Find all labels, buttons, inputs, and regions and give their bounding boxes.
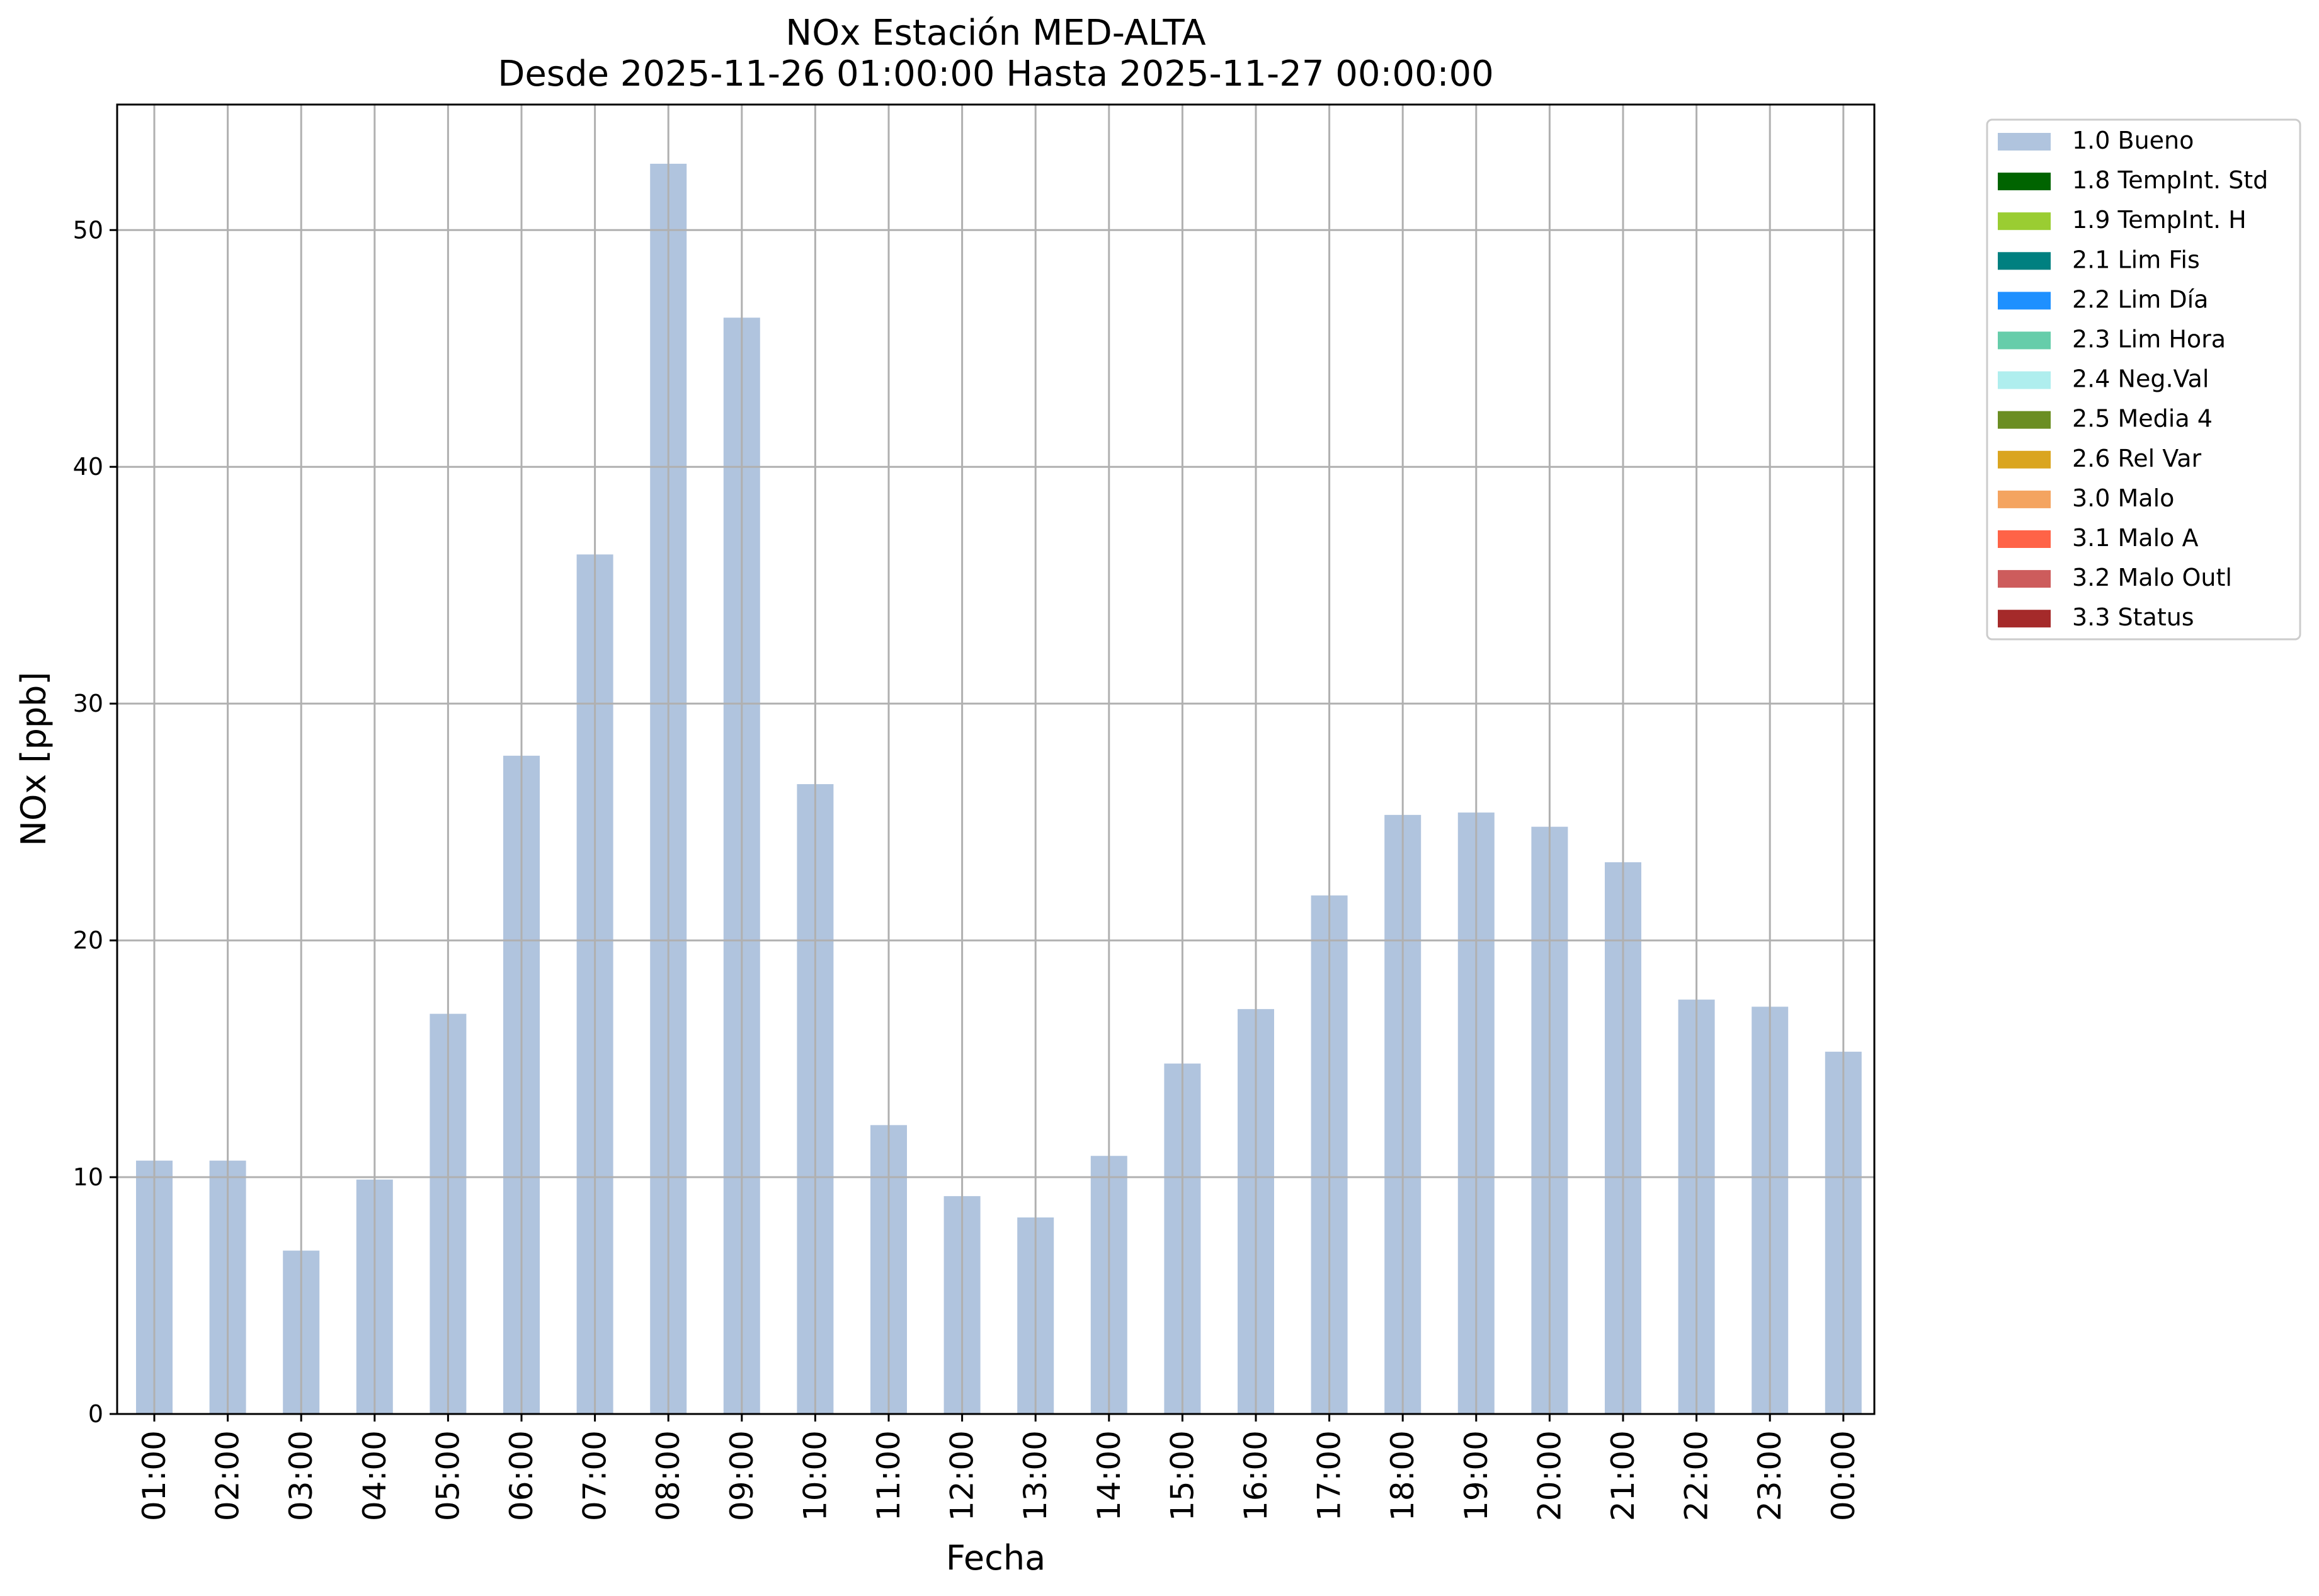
legend-label: 3.3 Status (2072, 603, 2194, 631)
chart-title-line-2: Desde 2025-11-26 01:00:00 Hasta 2025-11-… (498, 54, 1494, 94)
x-tick-label: 02:00 (210, 1430, 246, 1521)
legend-swatch (1998, 133, 2051, 151)
x-tick-label: 17:00 (1311, 1430, 1348, 1521)
legend-label: 1.0 Bueno (2072, 127, 2194, 154)
x-tick-label: 09:00 (724, 1430, 760, 1521)
x-tick-label: 07:00 (577, 1430, 613, 1521)
legend-swatch (1998, 610, 2051, 628)
x-tick-label: 13:00 (1017, 1430, 1054, 1521)
legend-label: 3.0 Malo (2072, 484, 2174, 512)
x-axis-label: Fecha (946, 1538, 1046, 1578)
legend-label: 2.6 Rel Var (2072, 445, 2202, 472)
x-tick-label: 12:00 (944, 1430, 981, 1521)
x-tick-label: 10:00 (797, 1430, 833, 1521)
y-tick-label: 30 (73, 690, 103, 717)
legend-label: 1.8 TempInt. Std (2072, 166, 2268, 194)
legend-label: 2.2 Lim Día (2072, 285, 2208, 313)
plot-area: 0 10 20 30 40 50 01:00 02:00 03:00 04:00 05:00 06:… (73, 103, 1876, 1521)
x-tick-label: 00:00 (1825, 1430, 1862, 1521)
legend-swatch (1998, 212, 2051, 231)
x-tick-label: 03:00 (283, 1430, 319, 1521)
plot-frame (116, 103, 1876, 1415)
y-tick-label: 0 (88, 1400, 103, 1428)
x-tick-label: 20:00 (1531, 1430, 1568, 1521)
legend-label: 3.2 Malo Outl (2072, 564, 2232, 591)
x-tick-label: 01:00 (136, 1430, 173, 1521)
y-tick-label: 10 (73, 1163, 103, 1191)
legend-swatch (1998, 490, 2051, 508)
legend-swatch (1998, 411, 2051, 429)
y-tick-label: 50 (73, 216, 103, 244)
legend-swatch (1998, 292, 2051, 310)
plot-background (117, 105, 1874, 1414)
x-tick-label: 05:00 (430, 1430, 466, 1521)
legend-label: 2.1 Lim Fis (2072, 246, 2200, 273)
x-tick-label: 14:00 (1091, 1430, 1127, 1521)
x-tick-label: 19:00 (1458, 1430, 1495, 1521)
legend-label: 2.4 Neg.Val (2072, 365, 2209, 393)
legend-swatch (1998, 371, 2051, 389)
x-tick-label: 21:00 (1605, 1430, 1641, 1521)
x-tick-label: 08:00 (650, 1430, 687, 1521)
legend-swatch (1998, 173, 2051, 191)
legend-label: 2.5 Media 4 (2072, 405, 2213, 433)
x-tick-label: 23:00 (1752, 1430, 1788, 1521)
legend-items: 1.0 Bueno 1.8 TempInt. Std 1.9 TempInt. H 2… (1998, 127, 2268, 631)
x-tick-label: 04:00 (356, 1430, 393, 1521)
x-tick-label: 15:00 (1164, 1430, 1200, 1521)
y-axis-label: NOx [ppb] (14, 672, 54, 846)
x-axis: 01:00 02:00 03:00 04:00 05:00 06:00 07:00 08:00… (136, 1414, 1862, 1521)
x-tick-label: 22:00 (1678, 1430, 1715, 1521)
legend-frame (1986, 118, 2301, 641)
x-tick-label: 11:00 (870, 1430, 907, 1521)
legend-label: 2.3 Lim Hora (2072, 326, 2226, 353)
legend-label: 1.9 TempInt. H (2072, 206, 2247, 234)
x-tick-label: 06:00 (503, 1430, 540, 1521)
chart-title-line-1: NOx Estación MED-ALTA (785, 13, 1205, 54)
y-tick-label: 40 (73, 453, 103, 481)
legend-swatch (1998, 450, 2051, 469)
legend-swatch (1998, 530, 2051, 548)
grid-layer (117, 105, 1874, 1415)
legend-label: 3.1 Malo A (2072, 524, 2198, 552)
legend-swatch (1998, 570, 2051, 588)
legend-swatch (1998, 331, 2051, 350)
y-axis: 0 10 20 30 40 50 (73, 216, 117, 1428)
x-tick-label: 18:00 (1384, 1430, 1421, 1521)
legend-swatch (1998, 252, 2051, 270)
x-tick-label: 16:00 (1238, 1430, 1274, 1521)
y-tick-label: 20 (73, 926, 103, 954)
legend: 1.0 Bueno 1.8 TempInt. Std 1.9 TempInt. H 2… (1986, 118, 2301, 641)
